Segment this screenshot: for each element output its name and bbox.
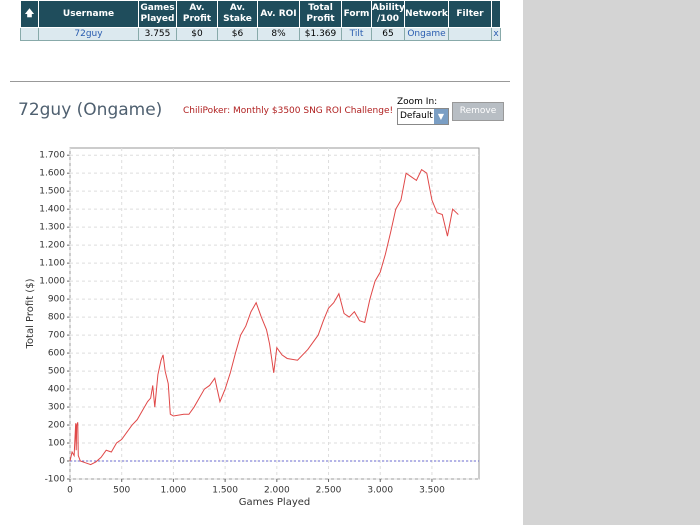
y-tick-label: -100 — [45, 475, 66, 485]
x-tick-label: 2.500 — [316, 486, 342, 496]
side-panel — [523, 0, 700, 525]
player-title: 72guy (Ongame) — [18, 100, 163, 120]
y-tick-label: 400 — [48, 385, 65, 395]
x-tick-label: 3.000 — [367, 486, 393, 496]
x-tick-label: 0 — [67, 486, 73, 496]
promo-link[interactable]: ChiliPoker: Monthly $3500 SNG ROI Challe… — [183, 106, 394, 116]
cell: $6 — [217, 27, 258, 41]
zoom-option: Default — [400, 111, 433, 121]
y-tick-label: 100 — [48, 439, 65, 449]
chart: -10001002003004005006007008009001.0001.1… — [25, 147, 480, 508]
y-tick-label: 1.100 — [39, 259, 65, 269]
y-tick-label: 500 — [48, 367, 65, 377]
y-tick-label: 800 — [48, 313, 65, 323]
y-tick-label: 900 — [48, 295, 65, 305]
zoom-label: Zoom In: — [397, 97, 438, 107]
zoom-select[interactable]: Default ▼ — [397, 108, 449, 125]
x-tick-label: 2.000 — [264, 486, 290, 496]
y-tick-label: 200 — [48, 421, 65, 431]
y-axis-label: Total Profit ($) — [25, 278, 36, 349]
x-tick-label: 500 — [113, 486, 130, 496]
cell: $0 — [176, 27, 218, 41]
plot-area — [69, 147, 480, 480]
x-tick-label: 1.000 — [161, 486, 187, 496]
y-tick-label: 600 — [48, 349, 65, 359]
y-tick-label: 1.300 — [39, 223, 65, 233]
header-cell[interactable]: Filter — [448, 0, 492, 28]
header-cell[interactable]: Av. Stake — [217, 0, 258, 28]
remove-button[interactable]: Remove — [452, 102, 504, 121]
y-tick-label: 300 — [48, 403, 65, 413]
cell[interactable]: Tilt — [341, 27, 372, 41]
header-cell[interactable]: Av. ROI — [257, 0, 300, 28]
y-tick-label: 1.200 — [39, 241, 65, 251]
cell: $1.369 — [299, 27, 342, 41]
cell: 3.755 — [138, 27, 177, 41]
y-tick-label: 0 — [59, 457, 65, 467]
header-cell[interactable]: Total Profit — [299, 0, 342, 28]
y-tick-label: 1.400 — [39, 205, 65, 215]
y-tick-label: 1.500 — [39, 187, 65, 197]
cell[interactable]: x — [491, 27, 501, 41]
cell — [448, 27, 492, 41]
x-tick-label: 3.500 — [419, 486, 445, 496]
dropdown-arrow: ▼ — [434, 109, 448, 124]
cell[interactable]: 72guy — [38, 27, 139, 41]
y-tick-label: 700 — [48, 331, 65, 341]
cell: 65 — [371, 27, 405, 41]
y-tick-label: 1.700 — [39, 151, 65, 161]
header-cell[interactable]: Games Played — [138, 0, 177, 28]
x-tick-label: 1.500 — [212, 486, 238, 496]
x-axis-label: Games Played — [239, 497, 311, 508]
y-tick-label: 1.000 — [39, 277, 65, 287]
cell[interactable]: Ongame — [404, 27, 449, 41]
stats-table: 🡅 Username Games Played Av. Profit Av. S… — [20, 0, 501, 41]
divider — [10, 81, 510, 82]
y-tick-label: 1.600 — [39, 169, 65, 179]
header-cell[interactable]: Network — [404, 0, 449, 28]
header-cell[interactable]: Ability /100 — [371, 0, 405, 28]
header-cell[interactable]: Username — [38, 0, 139, 28]
cell: 8% — [257, 27, 300, 41]
profit-line — [69, 168, 459, 466]
